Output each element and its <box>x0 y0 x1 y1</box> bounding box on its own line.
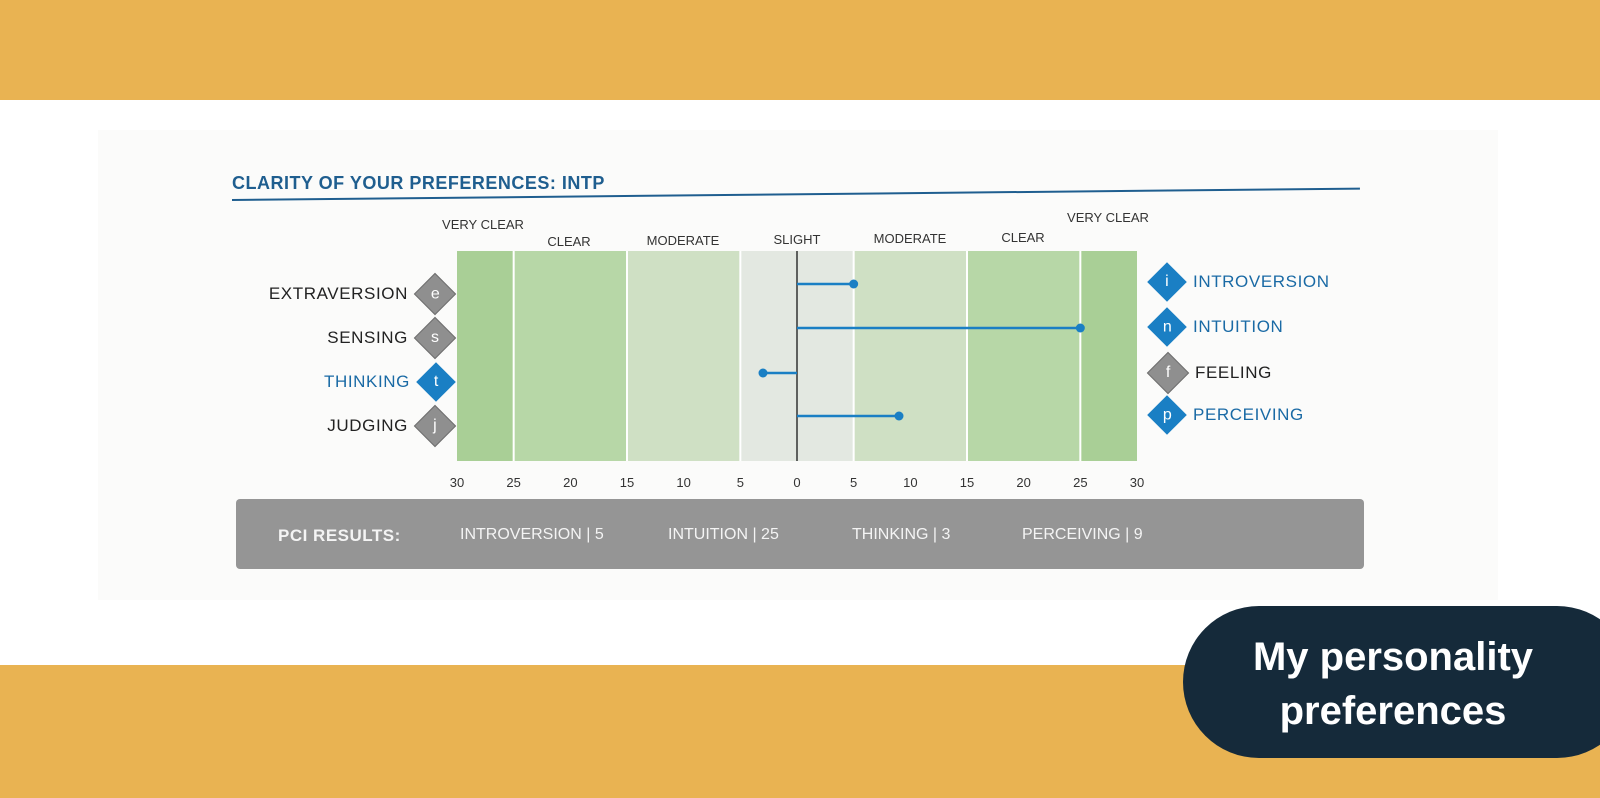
result-item-introversion: INTROVERSION | 5 <box>460 526 604 543</box>
pole-introversion: i INTROVERSION <box>1147 262 1330 302</box>
diamond-letter-j: j <box>433 417 437 434</box>
preference-chart-plot <box>457 251 1137 461</box>
diamond-letter-e: e <box>430 285 440 302</box>
diamond-letter-i: i <box>1165 273 1169 290</box>
caption-text: My personality preferences <box>1183 630 1600 738</box>
result-name: INTUITION <box>668 526 748 543</box>
x-tick-label: 0 <box>793 475 801 490</box>
pole-thinking: THINKING t <box>323 362 456 402</box>
chart-title: CLARITY OF YOUR PREFERENCES: INTP <box>232 173 605 193</box>
x-tick-label: 15 <box>619 475 635 490</box>
band-clear-left <box>513 251 627 461</box>
diamond-f-icon: f <box>1146 351 1190 395</box>
diamond-letter-s: s <box>431 329 439 346</box>
diamond-p-icon: p <box>1147 395 1187 435</box>
x-tick-label: 25 <box>1073 475 1088 490</box>
pole-label-sensing: SENSING <box>327 328 408 347</box>
x-tick-label: 15 <box>959 475 975 490</box>
band-clear-right <box>967 251 1081 461</box>
x-tick-label: 25 <box>506 475 521 490</box>
result-item-thinking: THINKING | 3 <box>852 526 951 543</box>
diamond-letter-p: p <box>1162 406 1172 423</box>
x-tick-label: 5 <box>850 475 858 490</box>
pole-label-thinking: THINKING <box>323 372 410 391</box>
caption-line-1: My personality <box>1252 635 1534 679</box>
pole-label-judging: JUDGING <box>327 416 408 435</box>
pole-sensing: SENSING s <box>327 316 457 360</box>
x-tick-label: 30 <box>1129 475 1145 490</box>
band-very-clear-left <box>457 251 514 461</box>
diamond-j-icon: j <box>413 404 457 448</box>
band-label-clear-left: CLEAR <box>547 234 591 249</box>
pole-intuition: n INTUITION <box>1147 307 1284 347</box>
pole-label-introversion: INTROVERSION <box>1193 272 1330 291</box>
result-name: PERCEIVING <box>1022 526 1121 543</box>
pole-label-extraversion: EXTRAVERSION <box>268 284 408 303</box>
result-value: 5 <box>594 526 604 543</box>
pci-results-bar: PCI RESULTS: INTROVERSION | 5 INTUITION … <box>236 499 1364 569</box>
result-item-intuition: INTUITION | 25 <box>668 526 779 543</box>
result-value: 9 <box>1133 526 1143 543</box>
diamond-n-icon: n <box>1147 307 1187 347</box>
diamond-i-icon: i <box>1147 262 1187 302</box>
diamond-t-icon: t <box>416 362 456 402</box>
diamond-e-icon: e <box>413 272 457 316</box>
result-item-perceiving: PERCEIVING | 9 <box>1022 526 1143 543</box>
x-tick-label: 20 <box>563 475 578 490</box>
diamond-letter-n: n <box>1162 318 1172 335</box>
result-name: THINKING <box>852 526 929 543</box>
pci-results-label: PCI RESULTS: <box>278 526 401 545</box>
band-label-slight: SLIGHT <box>773 232 821 247</box>
x-tick-label: 10 <box>676 475 691 490</box>
band-label-moderate-right: MODERATE <box>873 231 947 246</box>
result-name: INTROVERSION <box>460 526 582 543</box>
band-label-clear-right: CLEAR <box>1001 230 1045 245</box>
pole-perceiving: p PERCEIVING <box>1147 395 1304 435</box>
diamond-s-icon: s <box>413 316 457 360</box>
result-value: 25 <box>761 526 779 543</box>
x-tick-label: 10 <box>903 475 918 490</box>
x-tick-label: 20 <box>1016 475 1031 490</box>
x-tick-label: 5 <box>736 475 744 490</box>
pole-extraversion: EXTRAVERSION e <box>268 272 457 316</box>
pole-label-intuition: INTUITION <box>1193 317 1284 336</box>
preference-dot-intuition <box>1075 323 1085 333</box>
band-very-clear-right <box>1080 251 1137 461</box>
band-label-very-clear-left: VERY CLEAR <box>442 217 524 232</box>
top-accent-band <box>0 0 1600 100</box>
band-moderate-right <box>853 251 967 461</box>
preference-dot-introversion <box>849 279 859 289</box>
x-tick-label: 30 <box>449 475 465 490</box>
caption-line-2: preferences <box>1279 689 1507 733</box>
pole-feeling: f FEELING <box>1146 351 1272 395</box>
diamond-letter-t: t <box>433 372 439 390</box>
pole-label-perceiving: PERCEIVING <box>1193 405 1304 424</box>
band-moderate-left <box>627 251 741 461</box>
preference-dot-thinking <box>758 368 768 378</box>
pole-judging: JUDGING j <box>327 404 457 448</box>
band-label-very-clear-right: VERY CLEAR <box>1067 210 1149 225</box>
diamond-letter-f: f <box>1165 363 1171 381</box>
band-label-moderate-left: MODERATE <box>646 233 720 248</box>
pole-label-feeling: FEELING <box>1195 363 1272 382</box>
result-value: 3 <box>941 526 951 543</box>
caption-callout: My personality preferences <box>1183 606 1600 758</box>
preference-dot-perceiving <box>894 411 904 421</box>
